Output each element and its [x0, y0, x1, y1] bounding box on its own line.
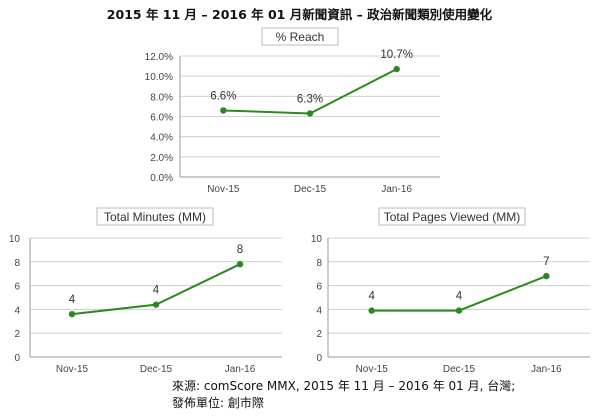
data-point [306, 110, 314, 117]
data-point [68, 310, 76, 318]
y-tick-label: 4.0% [150, 133, 173, 144]
chart-title-box [261, 27, 339, 46]
x-tick-label: Jan-16 [531, 364, 562, 375]
x-tick-label: Nov-15 [356, 364, 389, 375]
data-label: 6.3% [297, 93, 323, 105]
y-tick-label: 4 [316, 305, 322, 316]
data-label: 8 [237, 244, 243, 256]
y-tick-label: 8.0% [150, 92, 173, 103]
x-tick-label: Dec-15 [294, 184, 327, 195]
y-tick-label: 2 [14, 329, 20, 340]
y-tick-label: 0 [14, 353, 20, 364]
total-pages-viewed-chart: Total Pages Viewed (MM) 0 2 4 6 8 10 Nov-15 Dec-… [311, 207, 590, 375]
publisher-line: 發佈單位: 創市際 [172, 396, 264, 410]
y-tick-label: 2 [316, 329, 322, 340]
chart-title-box [96, 207, 214, 226]
data-label: 4 [368, 291, 375, 303]
y-tick-label: 12.0% [145, 52, 173, 63]
total-minutes-chart: Total Minutes (MM) 0 2 4 6 8 10 Nov-15 Dec-15 Jan… [9, 207, 282, 375]
source-line: 來源: comScore MMX, 2015 年 11 月 – 2016 年 0… [172, 379, 516, 393]
y-tick-label: 6 [316, 282, 322, 293]
data-point [236, 260, 244, 268]
y-tick-label: 2.0% [150, 153, 173, 164]
y-tick-label: 10 [9, 234, 21, 245]
data-label: 4 [153, 285, 160, 297]
chart-title-box [378, 207, 526, 226]
x-tick-label: Jan-16 [381, 184, 412, 195]
data-point [393, 65, 400, 73]
source-note: 來源: comScore MMX, 2015 年 11 月 – 2016 年 0… [172, 378, 515, 412]
x-tick-label: Dec-15 [140, 364, 173, 375]
y-tick-label: 0.0% [150, 173, 173, 184]
y-tick-label: 6.0% [150, 113, 173, 124]
y-tick-label: 4 [14, 305, 20, 316]
x-tick-label: Nov-15 [207, 184, 240, 195]
y-tick-label: 6 [14, 282, 20, 293]
reach-chart: % Reach 0.0% 2.0% 4.0% 6.0% 8.0% 10.0% 12.0% Nov… [145, 27, 440, 195]
chart-title: Total Pages Viewed (MM) [384, 210, 521, 224]
x-tick-label: Dec-15 [443, 364, 476, 375]
data-label: 4 [69, 294, 76, 306]
chart-title: % Reach [276, 30, 325, 44]
data-label: 6.6% [210, 90, 236, 102]
x-tick-label: Jan-16 [225, 364, 256, 375]
data-point [368, 307, 375, 314]
x-tick-label: Nov-15 [56, 364, 89, 375]
data-point [220, 107, 227, 114]
y-tick-label: 10.0% [145, 72, 173, 83]
data-label: 10.7% [380, 49, 413, 61]
y-tick-label: 8 [316, 258, 322, 269]
data-point [455, 307, 463, 314]
y-tick-label: 0 [316, 353, 322, 364]
data-label: 4 [456, 291, 463, 303]
y-tick-label: 8 [14, 258, 20, 269]
data-point [152, 301, 160, 308]
data-label: 7 [543, 256, 549, 268]
y-tick-label: 10 [311, 234, 323, 245]
data-point [543, 272, 550, 280]
main-title: 2015 年 11 月 – 2016 年 01 月新聞資訊 – 政治新聞類別使用… [106, 7, 493, 22]
chart-title: Total Minutes (MM) [104, 210, 206, 224]
